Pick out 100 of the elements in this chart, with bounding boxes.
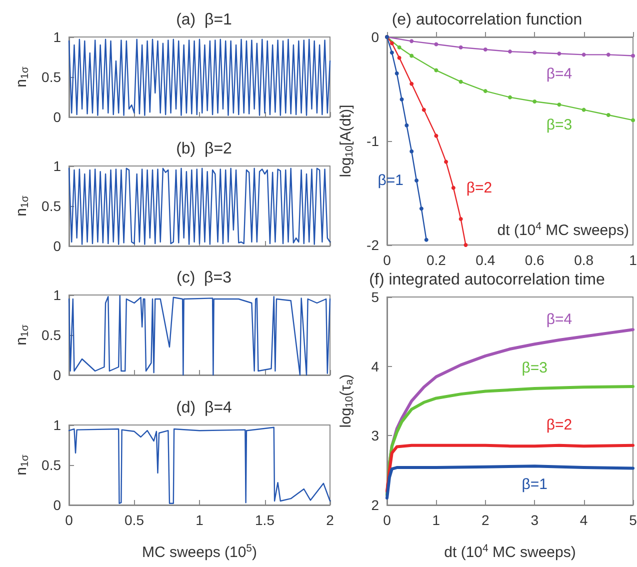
point — [397, 45, 402, 50]
point — [464, 243, 468, 247]
y-tick-label: 2 — [371, 497, 380, 513]
point — [410, 54, 414, 58]
series-label: β=1 — [378, 172, 404, 190]
line-series — [386, 464, 634, 500]
series-label: β=1 — [522, 476, 548, 494]
y-tick-label: 0 — [53, 497, 62, 513]
y-tick-label: 0.5 — [42, 198, 62, 214]
chart-title: (e) autocorrelation function — [392, 12, 582, 28]
x-tick-label: 0 — [65, 512, 74, 528]
series-label: β=2 — [466, 179, 492, 196]
point — [606, 52, 610, 57]
x-tick-label: 0.4 — [476, 252, 496, 268]
point — [390, 41, 394, 46]
point — [508, 95, 512, 100]
point — [557, 102, 562, 107]
y-tick-label: 0.5 — [42, 69, 62, 85]
y-tick-label: 1 — [53, 287, 62, 303]
x-tick-label: 4 — [580, 512, 588, 528]
x-tick-label: 0.2 — [426, 252, 446, 268]
point — [434, 134, 438, 138]
point — [414, 178, 419, 183]
point — [631, 54, 635, 58]
point — [458, 80, 463, 84]
point — [410, 82, 414, 86]
y-axis-title: n1σ — [12, 324, 32, 346]
x-tick-label: 1.5 — [255, 512, 275, 528]
x-tick-label: 1 — [629, 252, 637, 268]
series-label: β=4 — [546, 66, 572, 83]
point — [483, 47, 488, 52]
y-tick-label: 5 — [371, 289, 380, 305]
point — [582, 108, 586, 112]
point — [390, 50, 394, 55]
point — [532, 50, 537, 55]
series-label: β=2 — [546, 416, 572, 434]
point — [400, 97, 404, 102]
point — [483, 89, 488, 94]
y-tick-label: 0.5 — [42, 457, 62, 473]
point — [404, 123, 409, 128]
chart-title: (f) integrated autocorrelation time — [369, 272, 605, 288]
point — [508, 50, 512, 54]
y-tick-label: 1 — [53, 158, 62, 174]
chart-title: (a) β=1 — [176, 12, 232, 28]
x-tick-label: 1 — [432, 512, 440, 528]
x-tick-label: 0.5 — [124, 512, 144, 528]
series-label: β=3 — [546, 116, 572, 134]
x-tick-label: 0 — [383, 512, 392, 528]
y-tick-label: 0 — [53, 238, 62, 254]
y-tick-label: 3 — [371, 428, 380, 444]
line-series — [68, 295, 331, 376]
y-axis-title: n1σ — [12, 195, 32, 216]
point — [419, 206, 424, 211]
point — [394, 71, 399, 76]
chart-title: (d) β=4 — [176, 400, 232, 416]
line-series — [68, 168, 331, 245]
line-series — [386, 444, 634, 493]
point — [410, 149, 414, 154]
point — [434, 42, 438, 46]
y-tick-label: 1 — [53, 417, 62, 433]
y-axis-title: n1σ — [12, 66, 32, 88]
series-label: β=4 — [546, 310, 572, 328]
y-tick-label: 0 — [371, 29, 380, 45]
y-axis-title: n1σ — [12, 454, 32, 476]
y-tick-label: -1 — [366, 133, 380, 149]
y-tick-label: 4 — [371, 358, 380, 374]
point — [422, 108, 426, 112]
point — [532, 99, 537, 104]
chart-title: (b) β=2 — [176, 140, 232, 158]
x-tick-label: 2 — [326, 512, 334, 528]
x-tick-label: 2 — [482, 512, 490, 528]
x-tick-label: 0.8 — [574, 252, 594, 268]
y-axis-title: log10(τa) — [337, 374, 356, 428]
point — [458, 45, 463, 50]
y-tick-label: 1 — [53, 29, 62, 45]
point — [424, 238, 428, 242]
point — [582, 52, 586, 57]
line-series — [68, 426, 331, 504]
y-tick-label: -2 — [366, 237, 380, 253]
x-tick-label: 0.6 — [524, 252, 545, 268]
point — [631, 118, 635, 122]
point — [606, 113, 610, 117]
y-tick-label: 0.5 — [42, 327, 62, 343]
x-tick-label: 0 — [383, 252, 392, 268]
y-tick-label: 0 — [53, 109, 62, 125]
point — [434, 68, 438, 72]
point — [397, 56, 402, 60]
x-tick-label: 5 — [629, 512, 637, 528]
point — [444, 160, 448, 164]
series-label: β=3 — [522, 360, 548, 377]
chart-title: (c) β=3 — [176, 270, 232, 286]
y-axis-title: log10[A(dt)] — [337, 104, 356, 178]
x-tick-label: 3 — [530, 512, 539, 528]
point — [451, 186, 456, 190]
y-tick-label: 0 — [53, 367, 62, 383]
x-tick-label: 1 — [196, 512, 204, 528]
point — [410, 39, 414, 44]
line-series — [68, 38, 331, 116]
point — [557, 52, 562, 56]
point — [458, 217, 463, 221]
